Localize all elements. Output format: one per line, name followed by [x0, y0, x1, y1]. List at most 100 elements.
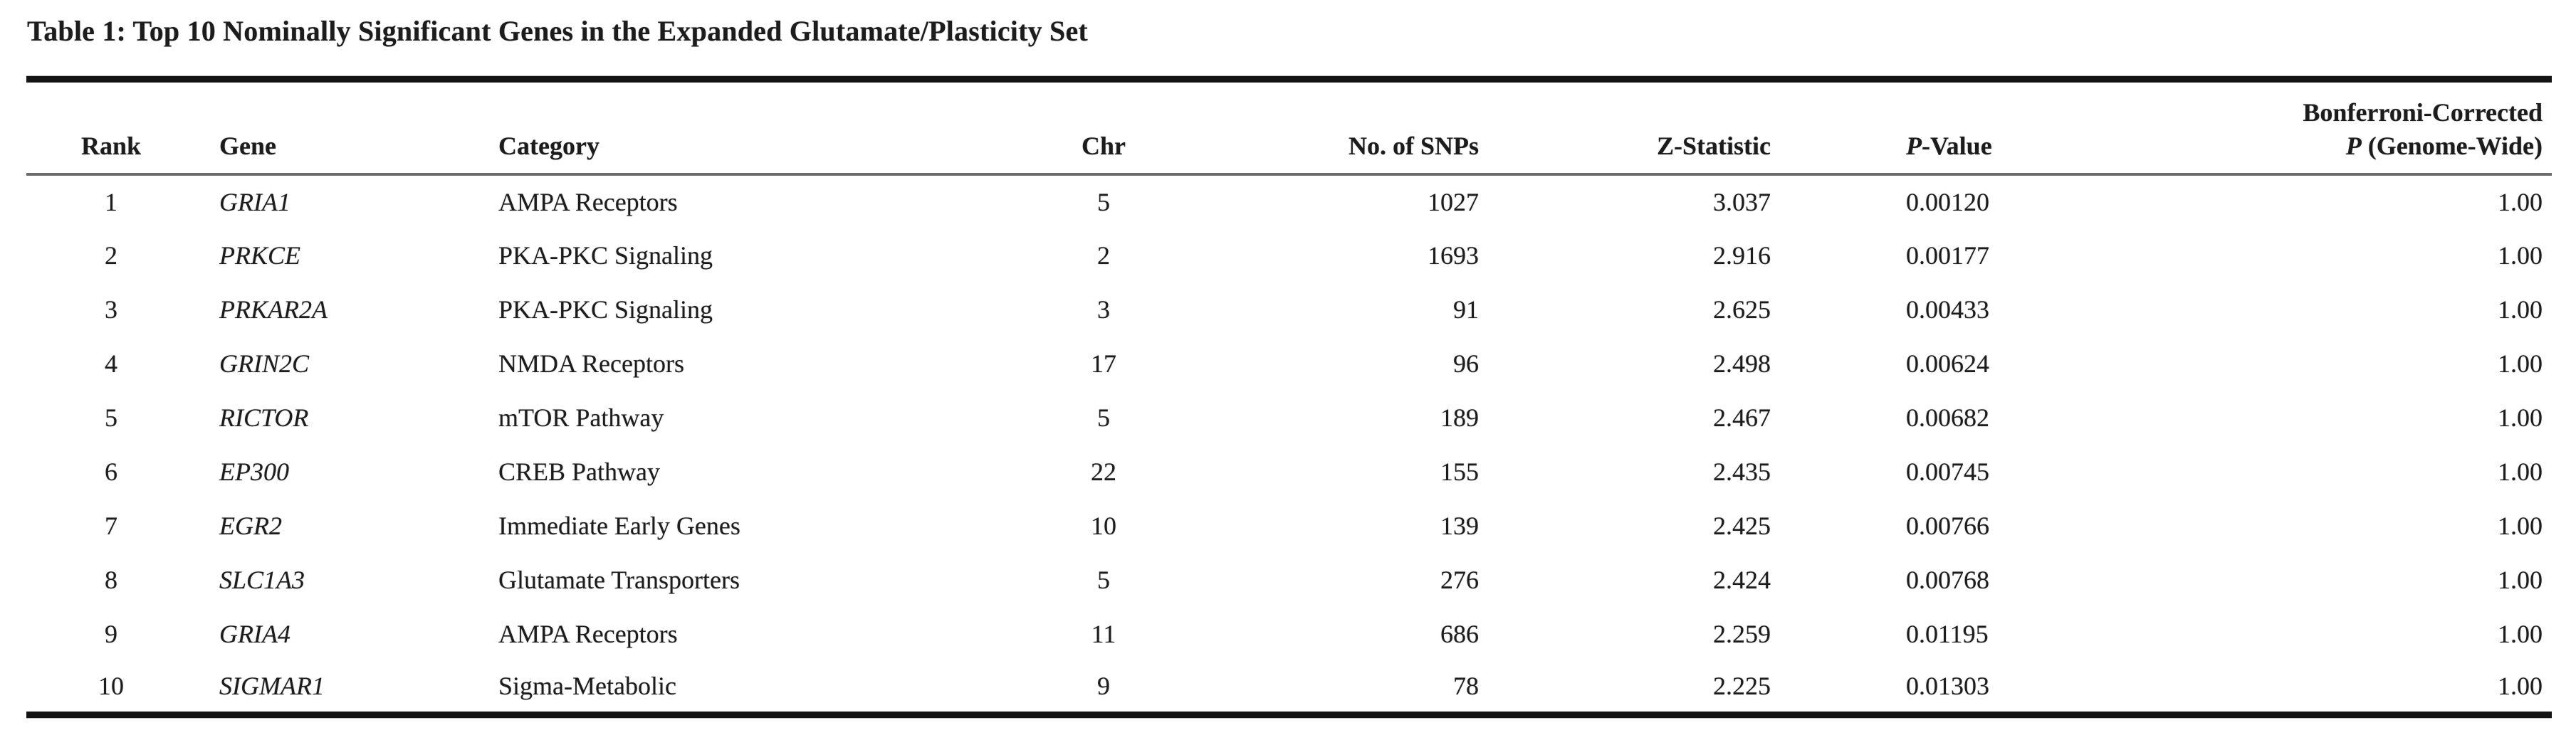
- cell-bonferroni: 1.00: [2498, 457, 2543, 486]
- cell-rank: 9: [105, 619, 117, 648]
- table-row: 10 SIGMAR1 Sigma-Metabolic 9 78 2.225 0.…: [26, 661, 2552, 715]
- table-row: 3 PRKAR2A PKA-PKC Signaling 3 91 2.625 0…: [26, 282, 2552, 337]
- cell-chr: 2: [1097, 240, 1110, 270]
- cell-bonferroni: 1.00: [2498, 295, 2543, 324]
- table-row: 9 GRIA4 AMPA Receptors 11 686 2.259 0.01…: [26, 607, 2552, 661]
- cell-bonferroni: 1.00: [2498, 349, 2543, 378]
- p-value-rest: -Value: [1922, 131, 1992, 160]
- cell-snps: 96: [1453, 349, 1479, 378]
- cell-p: 0.00745: [1906, 457, 1989, 486]
- cell-rank: 2: [105, 240, 117, 270]
- col-header-rank: Rank: [26, 79, 196, 176]
- cell-gene: EGR2: [219, 511, 282, 540]
- cell-rank: 3: [105, 295, 117, 324]
- cell-category: AMPA Receptors: [498, 619, 678, 648]
- table-row: 1 GRIA1 AMPA Receptors 5 1027 3.037 0.00…: [26, 174, 2552, 228]
- cell-category: Immediate Early Genes: [498, 511, 740, 540]
- bonferroni-italic-p: P: [2345, 131, 2362, 160]
- cell-snps: 1027: [1428, 187, 1479, 216]
- cell-category: AMPA Receptors: [498, 187, 678, 216]
- cell-gene: GRIA4: [219, 619, 290, 648]
- cell-bonferroni: 1.00: [2498, 403, 2543, 432]
- cell-p: 0.00177: [1906, 240, 1989, 270]
- table-body: 1 GRIA1 AMPA Receptors 5 1027 3.037 0.00…: [26, 174, 2552, 715]
- cell-rank: 5: [105, 403, 117, 432]
- table-row: 2 PRKCE PKA-PKC Signaling 2 1693 2.916 0…: [26, 228, 2552, 282]
- cell-p: 0.00624: [1906, 349, 1989, 378]
- header-row: Rank Gene Category Chr No. of SNPs Z-Sta…: [26, 79, 2552, 176]
- col-header-category: Category: [473, 79, 968, 176]
- cell-z: 2.916: [1713, 240, 1771, 270]
- cell-p: 0.00766: [1906, 511, 1989, 540]
- cell-snps: 189: [1440, 403, 1479, 432]
- cell-chr: 3: [1097, 295, 1110, 324]
- table-row: 7 EGR2 Immediate Early Genes 10 139 2.42…: [26, 499, 2552, 553]
- genes-table: Rank Gene Category Chr No. of SNPs Z-Sta…: [26, 76, 2552, 718]
- cell-category: mTOR Pathway: [498, 403, 664, 432]
- cell-p: 0.00120: [1906, 187, 1989, 216]
- cell-chr: 22: [1091, 457, 1116, 486]
- cell-rank: 6: [105, 457, 117, 486]
- cell-snps: 1693: [1428, 240, 1479, 270]
- cell-category: Glutamate Transporters: [498, 565, 740, 594]
- cell-bonferroni: 1.00: [2498, 565, 2543, 594]
- col-header-gene: Gene: [196, 79, 473, 176]
- bonferroni-line2: P (Genome-Wide): [2100, 129, 2543, 163]
- cell-z: 2.498: [1713, 349, 1771, 378]
- cell-z: 2.259: [1713, 619, 1771, 648]
- cell-rank: 4: [105, 349, 117, 378]
- cell-z: 2.225: [1713, 672, 1771, 701]
- cell-chr: 5: [1097, 565, 1110, 594]
- table-caption: Table 1: Top 10 Nominally Significant Ge…: [27, 15, 1088, 47]
- cell-z: 2.425: [1713, 511, 1771, 540]
- cell-category: NMDA Receptors: [498, 349, 684, 378]
- cell-z: 2.467: [1713, 403, 1771, 432]
- cell-gene: SIGMAR1: [219, 672, 325, 701]
- cell-rank: 10: [98, 672, 124, 701]
- cell-bonferroni: 1.00: [2498, 672, 2543, 701]
- cell-chr: 9: [1097, 672, 1110, 701]
- cell-gene: EP300: [219, 457, 289, 486]
- cell-category: PKA-PKC Signaling: [498, 240, 713, 270]
- cell-bonferroni: 1.00: [2498, 187, 2543, 216]
- cell-p: 0.01303: [1906, 672, 1989, 701]
- cell-gene: PRKCE: [219, 240, 300, 270]
- cell-snps: 276: [1440, 565, 1479, 594]
- cell-gene: RICTOR: [219, 403, 309, 432]
- table-row: 8 SLC1A3 Glutamate Transporters 5 276 2.…: [26, 553, 2552, 607]
- cell-chr: 11: [1091, 619, 1116, 648]
- col-header-chr: Chr: [968, 79, 1239, 176]
- cell-p: 0.00433: [1906, 295, 1989, 324]
- cell-bonferroni: 1.00: [2498, 511, 2543, 540]
- table-row: 6 EP300 CREB Pathway 22 155 2.435 0.0074…: [26, 445, 2552, 499]
- cell-category: PKA-PKC Signaling: [498, 295, 713, 324]
- cell-bonferroni: 1.00: [2498, 619, 2543, 648]
- cell-z: 2.625: [1713, 295, 1771, 324]
- cell-category: Sigma-Metabolic: [498, 672, 676, 701]
- col-header-no-of-snps: No. of SNPs: [1239, 79, 1495, 176]
- col-header-bonferroni: Bonferroni-Corrected P (Genome-Wide): [2100, 79, 2552, 176]
- p-value-italic-p: P: [1906, 131, 1922, 160]
- table-header: Rank Gene Category Chr No. of SNPs Z-Sta…: [26, 79, 2552, 176]
- table-row: 4 GRIN2C NMDA Receptors 17 96 2.498 0.00…: [26, 337, 2552, 391]
- cell-rank: 7: [105, 511, 117, 540]
- cell-snps: 686: [1440, 619, 1479, 648]
- cell-chr: 17: [1091, 349, 1116, 378]
- cell-gene: SLC1A3: [219, 565, 305, 594]
- cell-snps: 78: [1453, 672, 1479, 701]
- cell-chr: 5: [1097, 187, 1110, 216]
- cell-gene: GRIA1: [219, 187, 290, 216]
- cell-p: 0.01195: [1906, 619, 1989, 648]
- cell-snps: 91: [1453, 295, 1479, 324]
- cell-z: 2.435: [1713, 457, 1771, 486]
- cell-gene: GRIN2C: [219, 349, 309, 378]
- cell-snps: 139: [1440, 511, 1479, 540]
- cell-snps: 155: [1440, 457, 1479, 486]
- cell-p: 0.00768: [1906, 565, 1989, 594]
- bonferroni-line1: Bonferroni-Corrected: [2303, 97, 2543, 127]
- cell-p: 0.00682: [1906, 403, 1989, 432]
- cell-chr: 5: [1097, 403, 1110, 432]
- cell-bonferroni: 1.00: [2498, 240, 2543, 270]
- cell-z: 3.037: [1713, 187, 1771, 216]
